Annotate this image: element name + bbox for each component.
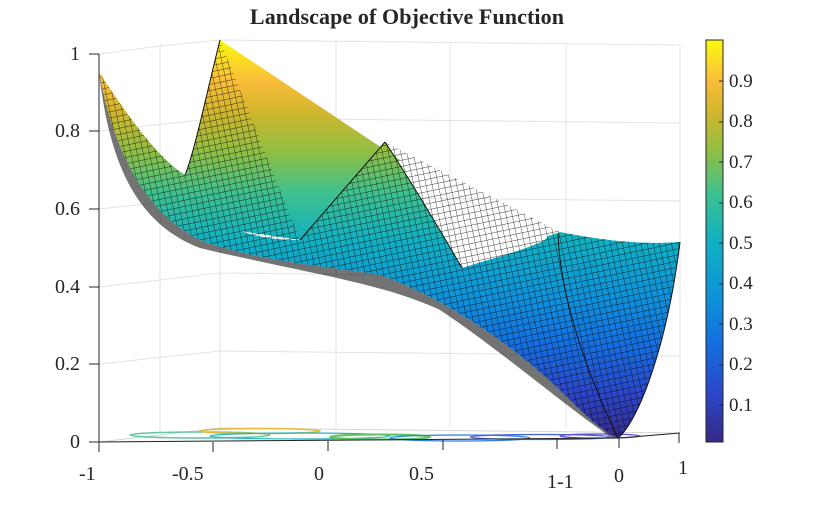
z-tick-label: 0 [70,431,80,453]
z-tick-label: 0.6 [55,198,80,220]
colorbar-tick-label: 0.7 [729,152,753,173]
y-tick-label: -1 [557,471,574,493]
colorbar-tick-label: 0.9 [729,71,753,92]
y-tick-label: 0 [614,465,624,487]
surface-mesh[interactable] [99,39,681,439]
x-tick-label: -0.5 [172,463,204,485]
x-tick-label: 0.5 [409,463,434,485]
colorbar-tick-label: 0.5 [729,233,753,254]
colorbar-tick-label: 0.6 [729,192,753,213]
colorbar-tick-label: 0.1 [729,395,753,416]
axes [89,53,681,452]
chart-title: Landscape of Objective Function [249,4,565,29]
x-tick-label: 0 [314,463,324,485]
z-tick-label: 0.2 [55,353,80,375]
z-tick-label: 0.4 [55,276,80,298]
z-tick-label: 1 [70,43,80,65]
colorbar-tick-label: 0.3 [729,314,753,335]
x-tick-label: 1 [547,471,557,493]
z-tick-label: 0.8 [55,120,80,142]
colorbar-tick-label: 0.4 [729,273,753,294]
colorbar[interactable] [705,39,724,443]
x-tick-label: -1 [79,463,96,485]
y-tick-label: 1 [678,457,688,479]
colorbar-tick-label: 0.8 [729,111,753,132]
colorbar-tick-label: 0.2 [729,354,753,375]
